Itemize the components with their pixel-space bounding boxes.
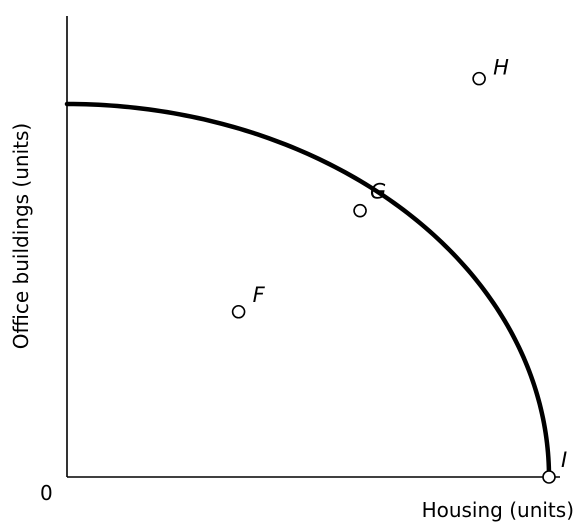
point-g-label: G (370, 180, 386, 204)
point-i-label: I (561, 448, 567, 472)
point-h-marker (472, 71, 486, 86)
point-f-label: F (253, 283, 266, 307)
point-g-marker (353, 203, 367, 218)
point-i-marker (542, 470, 556, 484)
point-f-marker (231, 304, 246, 319)
frontier-curve (64, 101, 552, 480)
points-layer: F G H I (231, 56, 567, 484)
point-h-label: H (493, 56, 509, 80)
origin-label: 0 (40, 481, 53, 505)
x-axis-label: Housing (units) (422, 498, 574, 522)
y-axis-label: Office buildings (units) (9, 123, 33, 349)
